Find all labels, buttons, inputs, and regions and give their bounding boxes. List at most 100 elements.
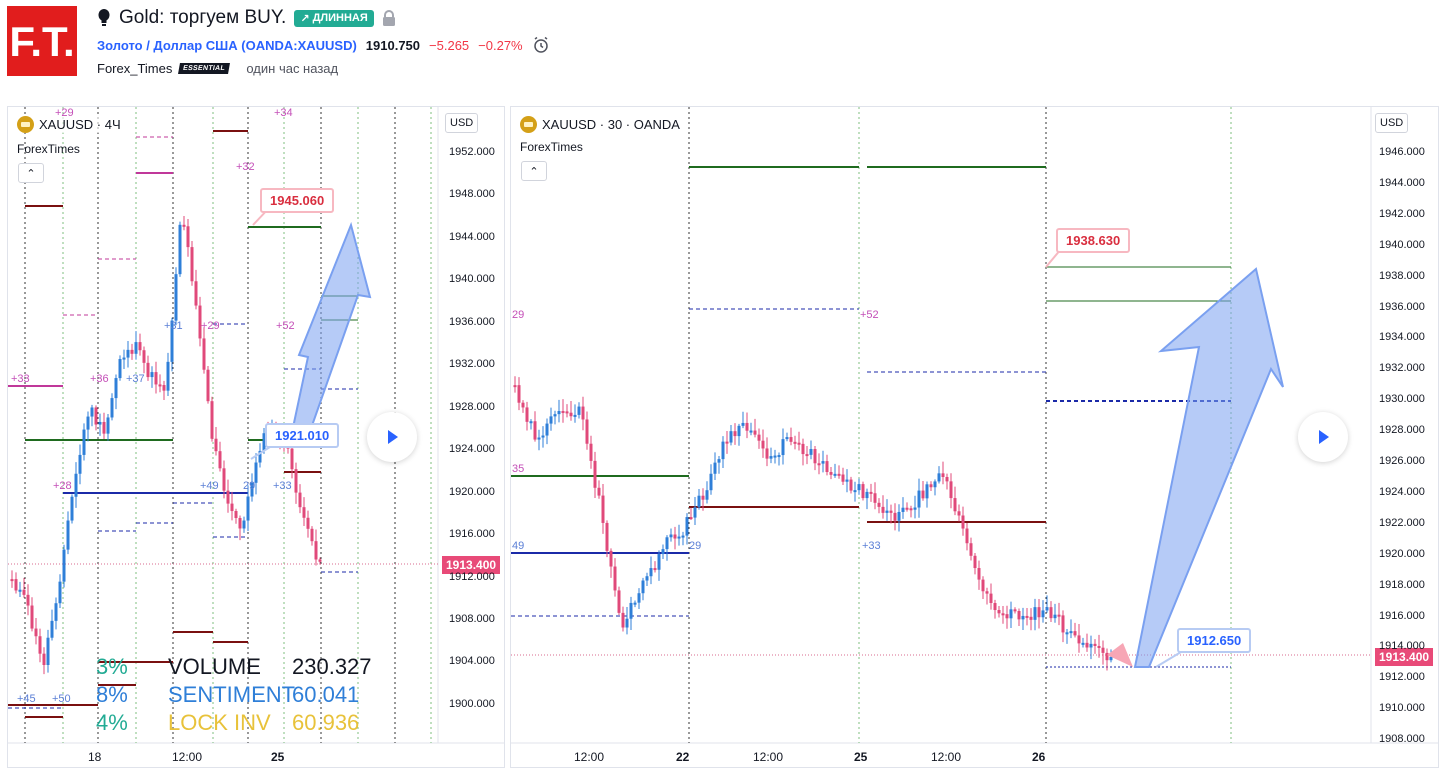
candle-body [294,469,298,493]
candle-body [517,385,521,403]
candle-body [202,338,206,370]
left-target-callout: 1945.060 [260,188,335,213]
candle-body [773,455,777,458]
right-y-tick: 1922.000 [1379,516,1425,529]
candle-body [637,593,641,603]
candle-body [1089,643,1093,648]
candle-body [945,476,949,482]
candle-body [813,449,817,464]
right-y-tick: 1924.000 [1379,485,1425,498]
candle-body [521,402,525,408]
candle-body [933,481,937,488]
left-currency-tag[interactable]: USD [445,113,479,133]
candle-body [789,437,793,442]
candle-body [262,433,266,451]
volume-label: VOLUME [168,654,261,679]
volume-value: 230.327 [292,654,372,679]
candle-body [1001,613,1005,616]
candle-body [42,653,46,665]
long-badge: ↗ ДЛИННАЯ [294,9,374,27]
level-label: +31 [164,320,183,332]
level-label: +28 [53,480,72,492]
level-label: +29 [201,320,220,332]
left-y-tick: 1952.000 [449,146,495,158]
candle-body [70,496,74,521]
right-y-tick: 1908.000 [1379,733,1425,746]
left-chart-canvas[interactable] [8,107,505,768]
candle-body [1013,609,1017,612]
candle-body [302,507,306,518]
right-y-tick: 1940.000 [1379,238,1425,251]
candle-body [154,372,158,385]
candle-body [877,502,881,507]
left-play-button[interactable] [367,412,417,462]
candle-body [569,412,573,417]
right-currency-tag[interactable]: USD [1375,113,1409,133]
candle-body [629,602,633,619]
candle-body [1077,635,1081,644]
candle-body [110,398,114,418]
long-badge-label: ДЛИННАЯ [312,12,368,24]
idea-title: Gold: торгуем BUY. [119,7,287,28]
candle-body [601,495,605,523]
candle-body [130,349,134,354]
candle-body [1005,614,1009,619]
author-name[interactable]: Forex_Times [97,61,173,76]
forex-times-logo[interactable]: F.T. [7,6,77,76]
candle-body [82,429,86,455]
level-label: +33 [273,480,292,492]
callout-pointer [1155,651,1182,668]
candle-body [1045,607,1049,611]
candle-body [961,515,965,529]
level-label: 29 [512,309,525,321]
candle-body [713,462,717,474]
candle-body [909,508,913,511]
left-indicator-name[interactable]: ForexTimes [17,142,80,156]
right-x-tick: 12:00 [931,750,962,764]
candle-body [853,490,857,493]
candle-body [1025,615,1029,618]
candle-body [765,448,769,459]
candle-body [837,473,841,476]
candle-body [102,421,106,434]
left-chart-pane[interactable]: XAUUSD · 4Ч ForexTimes ⌃ USD 1945.060 19… [7,106,505,768]
target-arrow [1133,267,1284,668]
candle-body [733,431,737,437]
candle-body [797,442,801,445]
candle-body [577,406,581,415]
right-play-button[interactable] [1298,412,1348,462]
left-collapse-button[interactable]: ⌃ [18,163,44,183]
right-y-tick: 1930.000 [1379,393,1425,406]
right-collapse-button[interactable]: ⌃ [521,161,547,181]
symbol-link[interactable]: Золото / Доллар США (OANDA:XAUUSD) [97,38,357,53]
candle-body [705,490,709,500]
right-chart-canvas[interactable] [511,107,1439,768]
candle-body [306,517,310,529]
candle-body [953,498,957,512]
candle-body [206,369,210,402]
right-chart-pane[interactable]: XAUUSD · 30 · OANDA ForexTimes ⌃ USD 193… [510,106,1439,768]
lock-inv-value: 60.936 [292,710,360,735]
alarm-clock-icon[interactable] [532,36,550,54]
candle-body [561,411,565,414]
candle-body [170,320,174,362]
candle-body [809,449,813,455]
stats-row-sentiment: 8% SENTIMENT 60.041 [96,681,372,709]
sentiment-value: 60.041 [292,682,360,707]
candle-body [617,590,621,613]
candle-body [781,439,785,456]
right-x-tick: 26 [1032,750,1046,764]
candle-body [977,568,981,580]
left-chart-legend[interactable]: XAUUSD · 4Ч [17,116,121,133]
right-indicator-name[interactable]: ForexTimes [520,140,583,154]
candle-body [46,637,50,665]
candle-body [194,281,198,306]
left-chart-symbol: XAUUSD · 4Ч [39,117,121,132]
candle-body [721,441,725,460]
candle-body [1057,614,1061,617]
candle-body [126,349,130,358]
right-chart-legend[interactable]: XAUUSD · 30 · OANDA [520,116,680,133]
essential-badge: ESSENTIAL [178,63,231,74]
candle-body [729,431,733,443]
candle-body [641,580,645,594]
